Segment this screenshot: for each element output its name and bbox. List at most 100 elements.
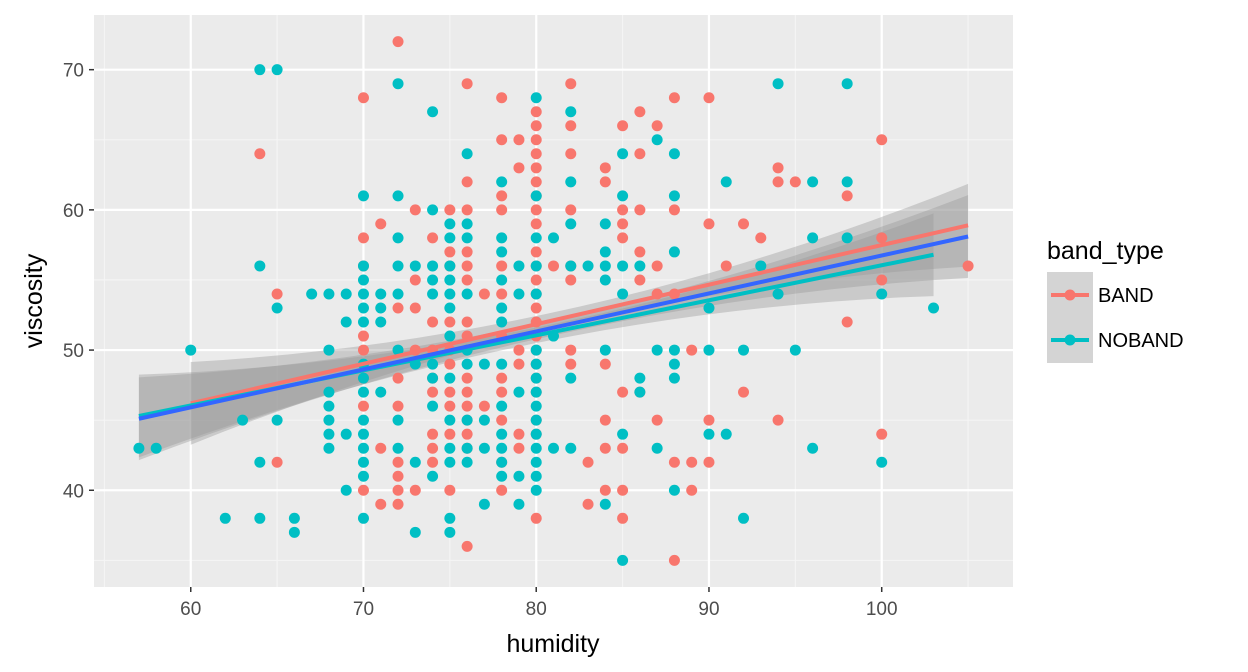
point-band — [617, 204, 629, 216]
point-noband — [668, 246, 680, 258]
point-noband — [357, 302, 369, 314]
point-band — [478, 288, 490, 300]
point-band — [876, 428, 888, 440]
point-noband — [461, 288, 473, 300]
point-noband — [323, 442, 335, 454]
point-noband — [150, 442, 162, 454]
legend-marker-band — [1064, 289, 1076, 301]
y-tick-label: 40 — [63, 481, 84, 502]
point-noband — [392, 232, 404, 244]
point-band — [565, 148, 577, 160]
point-band — [444, 316, 456, 328]
point-noband — [444, 330, 456, 342]
point-noband — [185, 344, 197, 356]
point-band — [738, 218, 750, 230]
x-tick-label: 90 — [698, 599, 719, 620]
point-noband — [444, 218, 456, 230]
point-noband — [427, 372, 439, 384]
point-band — [461, 428, 473, 440]
point-noband — [444, 288, 456, 300]
point-band — [565, 344, 577, 356]
point-noband — [444, 526, 456, 538]
point-noband — [668, 484, 680, 496]
point-noband — [427, 288, 439, 300]
point-noband — [513, 288, 525, 300]
point-noband — [357, 316, 369, 328]
x-axis: 60 70 80 90 100 — [180, 587, 898, 620]
point-noband — [651, 442, 663, 454]
point-band — [444, 386, 456, 398]
point-band — [427, 386, 439, 398]
point-band — [548, 260, 559, 272]
x-tick-label: 70 — [353, 599, 374, 620]
point-noband — [530, 456, 542, 468]
point-band — [634, 106, 646, 118]
point-noband — [738, 512, 750, 524]
legend-item-band: BAND — [1047, 272, 1154, 318]
point-noband — [565, 372, 577, 384]
point-noband — [513, 470, 525, 482]
point-band — [461, 78, 473, 90]
point-noband — [668, 148, 680, 160]
point-band — [530, 106, 542, 118]
point-noband — [513, 260, 525, 272]
point-noband — [530, 414, 542, 426]
point-band — [375, 218, 387, 230]
point-noband — [530, 358, 542, 370]
point-noband — [461, 232, 473, 244]
point-noband — [530, 470, 542, 482]
point-band — [634, 204, 646, 216]
point-noband — [392, 288, 404, 300]
point-noband — [409, 260, 421, 272]
point-band — [530, 120, 542, 132]
point-noband — [651, 344, 663, 356]
point-noband — [444, 274, 456, 286]
point-band — [496, 260, 508, 272]
point-band — [513, 344, 525, 356]
point-band — [427, 442, 439, 454]
point-band — [461, 386, 473, 398]
point-band — [651, 120, 663, 132]
point-band — [375, 498, 387, 510]
point-noband — [271, 64, 283, 76]
point-band — [461, 372, 473, 384]
point-noband — [789, 344, 801, 356]
point-noband — [427, 358, 439, 370]
point-noband — [599, 344, 611, 356]
point-noband — [530, 288, 542, 300]
point-band — [565, 358, 577, 370]
point-band — [686, 484, 698, 496]
point-noband — [617, 428, 629, 440]
point-band — [738, 386, 750, 398]
point-band — [496, 414, 508, 426]
point-noband — [599, 498, 611, 510]
point-band — [772, 414, 784, 426]
point-band — [513, 134, 525, 146]
point-band — [530, 218, 542, 230]
point-noband — [375, 288, 387, 300]
point-band — [703, 218, 715, 230]
point-noband — [548, 442, 559, 454]
point-band — [617, 512, 629, 524]
point-noband — [565, 106, 577, 118]
point-noband — [254, 260, 266, 272]
point-noband — [357, 512, 369, 524]
point-band — [409, 274, 421, 286]
point-band — [254, 148, 266, 160]
point-band — [772, 176, 784, 188]
point-band — [876, 274, 888, 286]
point-band — [789, 176, 801, 188]
point-band — [357, 330, 369, 342]
point-noband — [530, 232, 542, 244]
point-noband — [513, 386, 525, 398]
point-noband — [254, 456, 266, 468]
point-noband — [530, 260, 542, 272]
point-noband — [617, 288, 629, 300]
point-band — [496, 386, 508, 398]
y-tick-label: 70 — [63, 61, 84, 82]
point-noband — [288, 526, 300, 538]
point-noband — [634, 260, 646, 272]
point-band — [530, 204, 542, 216]
point-band — [357, 400, 369, 412]
point-band — [530, 148, 542, 160]
